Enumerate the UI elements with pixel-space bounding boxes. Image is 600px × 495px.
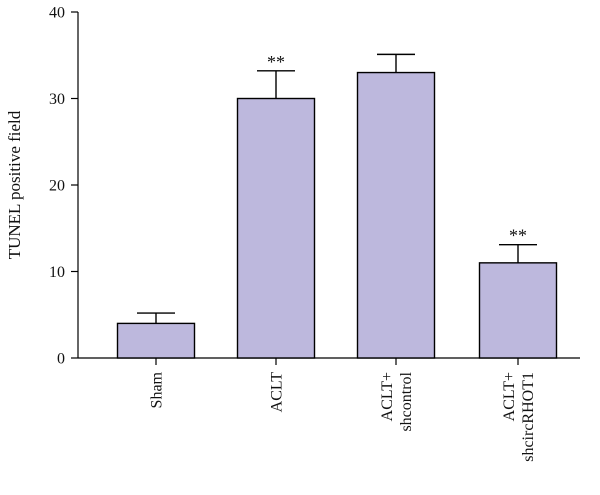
y-tick-label: 0 [57, 351, 65, 368]
x-category-label: ACLT [269, 372, 286, 413]
x-category-label-line: shcircRHOT1 [520, 372, 537, 462]
x-category-label: ACLT+ shcircRHOT1 [501, 372, 537, 462]
bar [478, 262, 558, 359]
x-category-label-line: Sham [149, 371, 166, 408]
significance-mark: ** [509, 226, 527, 246]
x-category-label: Sham [149, 371, 166, 408]
y-tick-label: 40 [49, 5, 65, 22]
y-tick-label: 20 [49, 178, 65, 195]
y-tick-label: 10 [49, 264, 65, 281]
bar [236, 97, 316, 359]
x-axis [78, 357, 580, 365]
y-axis-label: TUNEL positive field [5, 110, 24, 259]
category-labels: Sham ACLT ACLT+ shcontrol ACLT+ shcircRHOT1 [149, 371, 538, 461]
x-category-label-line: ACLT [269, 372, 286, 413]
x-category-label: ACLT+ shcontrol [379, 371, 415, 431]
bar [116, 322, 196, 359]
significance-mark: ** [267, 52, 285, 72]
bar [356, 71, 436, 359]
y-tick-label: 30 [49, 91, 65, 108]
x-category-label-line: ACLT+ [501, 372, 518, 421]
x-category-label-line: ACLT+ [379, 372, 396, 421]
bars: ** ** [116, 52, 558, 359]
y-axis: 0 10 20 30 40 [49, 5, 79, 368]
x-category-label-line: shcontrol [398, 371, 415, 431]
